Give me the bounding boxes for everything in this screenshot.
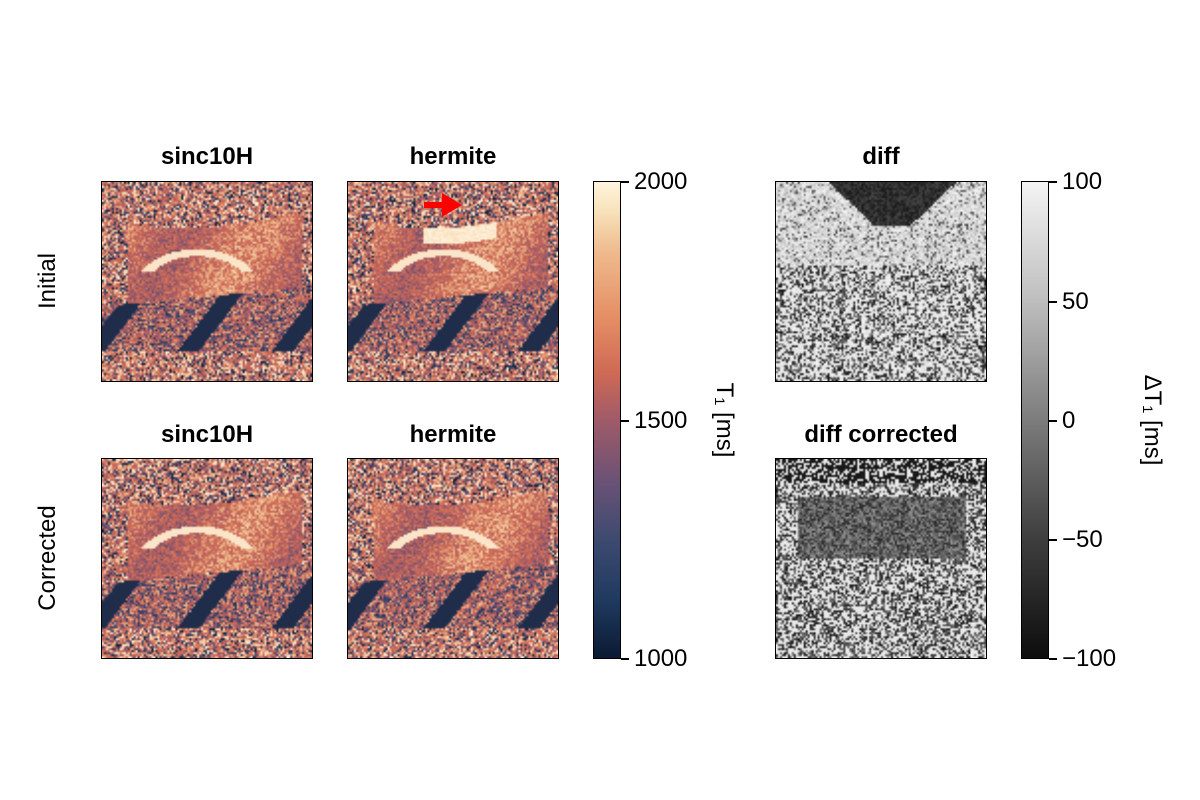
diff-colorbar-tick [1049,181,1057,183]
diff-corrected-map [775,458,987,659]
diff-map [775,181,987,382]
t1-colorbar-tick-label: 1000 [634,645,688,672]
t1-map-initial-sinc10h [101,181,313,382]
right-arrow-icon [424,193,462,217]
diff-colorbar-tick [1049,420,1057,422]
t1-colorbar-tick-label: 2000 [634,168,688,195]
panel-title-diff: diff [862,143,900,170]
diff-colorbar-tick-label: 50 [1062,288,1089,315]
t1-colorbar-tick [621,181,629,183]
t1-map-corrected-sinc10h [101,458,313,659]
diff-colorbar-tick-label: −50 [1062,526,1103,553]
diff-colorbar-tick [1049,539,1057,541]
diff-colorbar-tick [1049,301,1057,303]
diff-colorbar-tick-label: −100 [1062,645,1117,672]
t1-colorbar [593,181,621,659]
t1-colorbar-tick [621,420,629,422]
diff-colorbar-tick-label: 0 [1062,407,1076,434]
panel-title-corrected-sinc10h: sinc10H [160,421,254,448]
t1-colorbar-tick-label: 1500 [634,407,688,434]
row-label-initial: Initial [34,252,61,310]
t1-map-corrected-hermite [347,458,559,659]
panel-title-initial-sinc10h: sinc10H [160,143,254,170]
row-label-corrected: Corrected [34,505,61,611]
panel-title-diff-corrected: diff corrected [804,421,958,448]
diff-colorbar-tick-label: 100 [1062,168,1103,195]
t1-colorbar-label: T₁ [ms] [711,382,738,458]
panel-title-corrected-hermite: hermite [409,421,497,448]
diff-colorbar [1021,181,1049,659]
t1-colorbar-tick [621,658,629,660]
panel-title-initial-hermite: hermite [409,143,497,170]
diff-colorbar-label: ΔT₁ [ms] [1139,374,1166,466]
diff-colorbar-tick [1049,658,1057,660]
t1-map-initial-hermite [347,181,559,382]
